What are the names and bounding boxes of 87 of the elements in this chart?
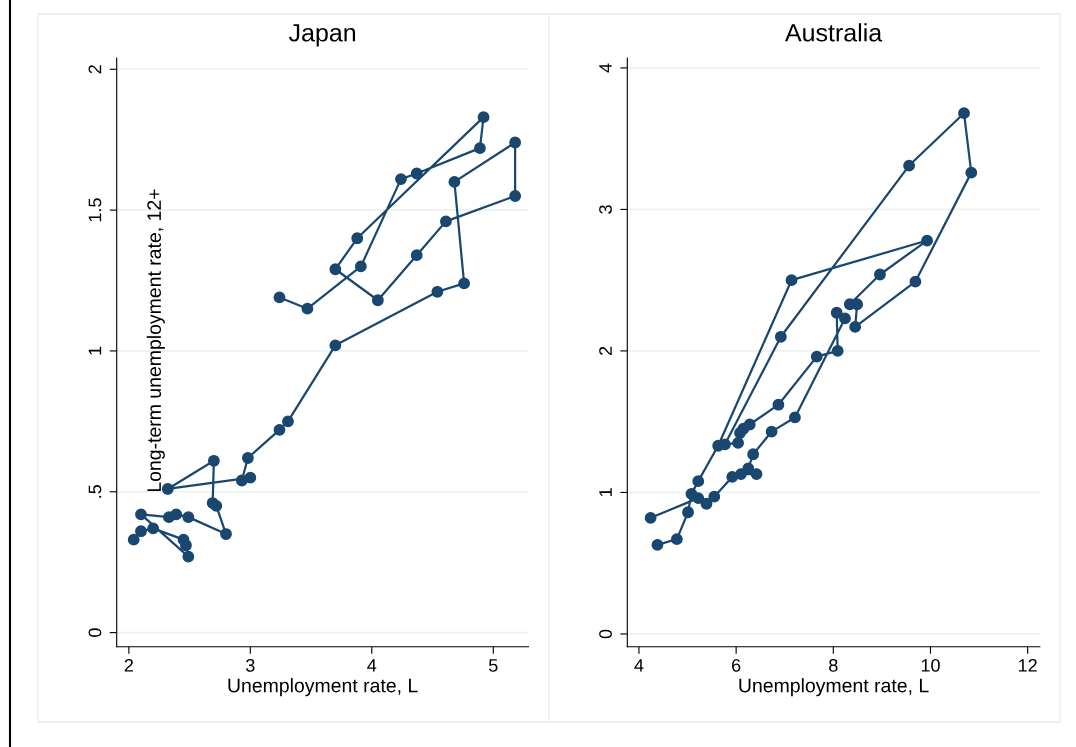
point [241, 452, 254, 464]
point [789, 411, 801, 424]
point [682, 506, 694, 519]
chart-title: Australia [784, 23, 883, 42]
point [477, 111, 490, 124]
point [410, 167, 423, 180]
chart-title: Japan [288, 24, 356, 47]
y-tick-label: .5 [88, 485, 102, 498]
y-tick-label: 0 [599, 629, 612, 639]
point [448, 176, 461, 188]
y-tick-label: 1 [599, 488, 612, 497]
point [431, 285, 444, 298]
point [180, 539, 192, 552]
point [774, 330, 787, 343]
point [509, 136, 522, 149]
point [282, 415, 294, 428]
point [830, 306, 843, 319]
x-axis-title: Unemployment rate, L [739, 678, 929, 697]
point [235, 474, 248, 487]
x-tick-label: 5 [488, 659, 498, 672]
point [301, 302, 314, 315]
y-tick-label: 1 [88, 346, 102, 355]
point [182, 511, 195, 524]
y-tick-label: 3 [599, 205, 612, 214]
y-tick-label: 1.5 [88, 198, 102, 222]
point [474, 142, 486, 155]
point [849, 320, 862, 333]
point [735, 468, 747, 480]
point [958, 107, 970, 120]
point [220, 528, 232, 540]
point [135, 525, 147, 538]
point [692, 492, 705, 505]
point [127, 533, 140, 546]
point [909, 275, 922, 288]
point [921, 234, 933, 247]
point [750, 468, 763, 480]
point [903, 159, 916, 172]
point [147, 522, 160, 535]
point [732, 437, 744, 449]
point [458, 277, 471, 290]
point [765, 425, 778, 438]
point [670, 533, 683, 546]
point [329, 263, 342, 276]
point [410, 249, 423, 262]
point [810, 350, 823, 363]
x-tick-label: 3 [245, 658, 255, 672]
x-tick-label: 2 [124, 658, 133, 672]
point [839, 312, 851, 325]
point [135, 508, 147, 521]
x-tick-label: 4 [634, 659, 644, 672]
x-axis-title: Unemployment rate, L [228, 678, 418, 697]
x-tick-label: 10 [921, 658, 940, 672]
point [692, 475, 705, 488]
point [273, 291, 286, 304]
x-tick-label: 8 [829, 658, 838, 672]
x-tick-label: 6 [732, 658, 741, 672]
point [743, 418, 756, 431]
x-tick-label: 12 [1018, 658, 1037, 672]
point [439, 215, 452, 228]
point [207, 454, 220, 467]
y-tick-label: 0 [88, 628, 102, 637]
point [329, 339, 342, 352]
point [395, 173, 407, 186]
point [831, 345, 844, 357]
point [965, 166, 978, 179]
point [747, 448, 760, 461]
point [772, 398, 785, 411]
point [351, 232, 364, 245]
point [273, 423, 286, 436]
point [874, 268, 886, 281]
point [785, 274, 798, 287]
point [354, 260, 367, 273]
x-tick-label: 4 [367, 659, 377, 672]
point [644, 512, 657, 524]
point [509, 190, 522, 202]
y-tick-label: 2 [88, 65, 102, 74]
point [182, 550, 195, 563]
y-axis-title: Long-term unemployment rate, 12+ [146, 189, 165, 492]
point [708, 490, 721, 503]
point [170, 508, 183, 521]
y-tick-label: 4 [599, 63, 612, 73]
point [206, 497, 219, 509]
point [700, 497, 713, 510]
y-tick-label: 2 [599, 346, 612, 356]
point [651, 538, 664, 551]
point [726, 470, 739, 483]
point [371, 294, 384, 307]
